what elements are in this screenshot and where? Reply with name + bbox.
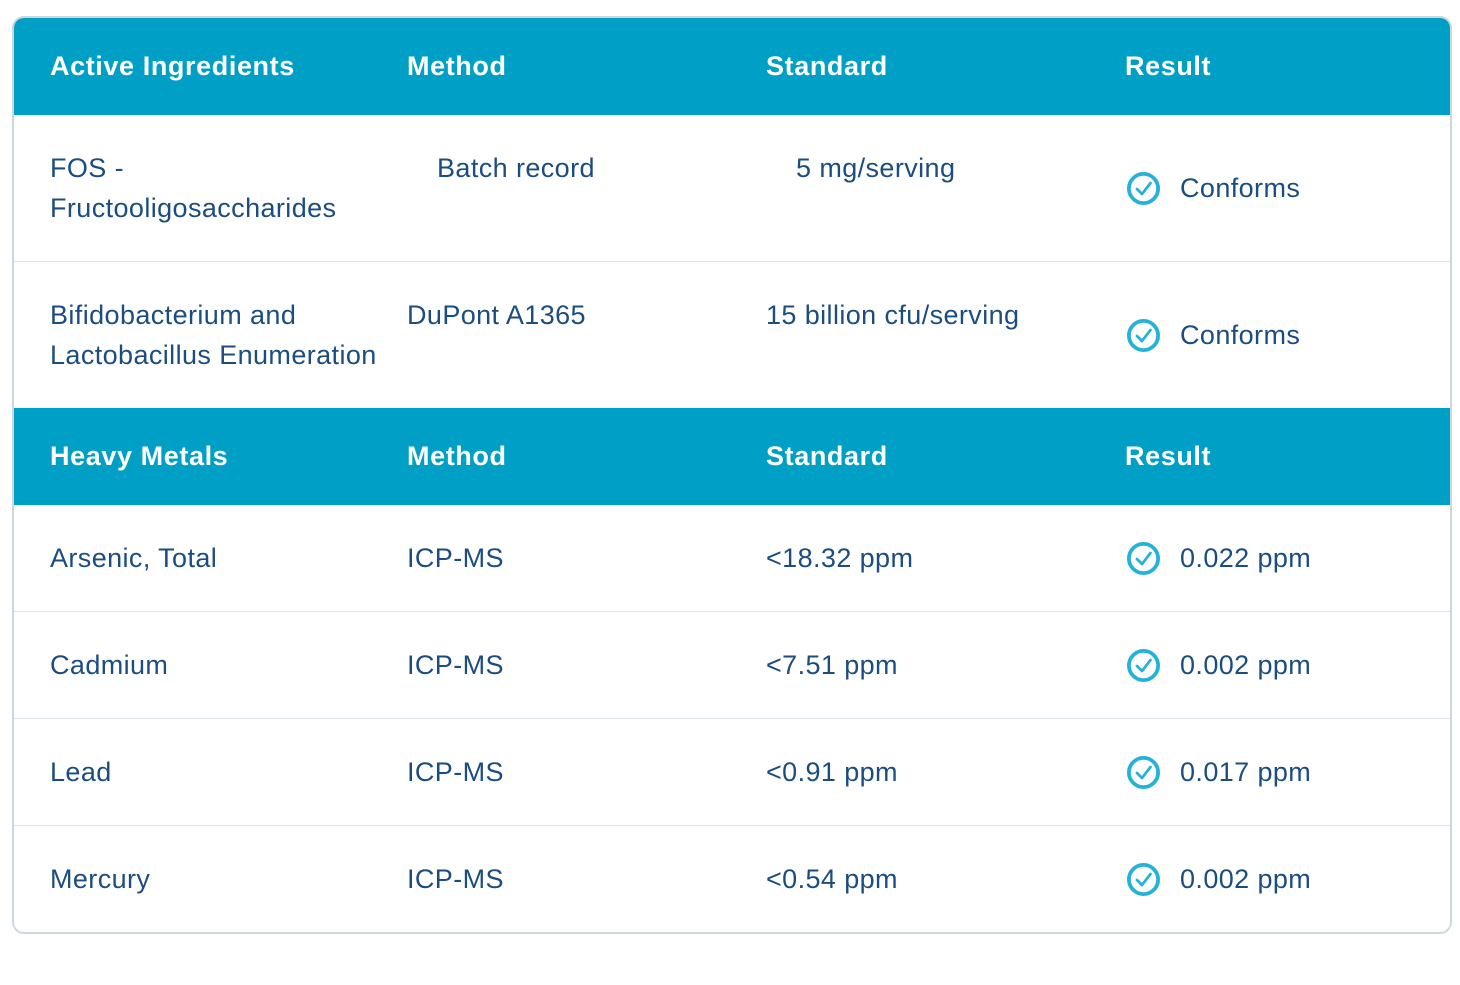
method-cell: ICP-MS: [407, 825, 766, 932]
result-text: Conforms: [1180, 320, 1301, 350]
result-value: Conforms: [1125, 168, 1430, 208]
result-text: 0.017 ppm: [1180, 757, 1312, 787]
method-cell: ICP-MS: [407, 505, 766, 612]
standard-cell: 5 mg/serving: [766, 115, 1125, 262]
column-header: Result: [1125, 408, 1450, 505]
check-circle-icon: [1126, 755, 1161, 789]
result-text: 0.002 ppm: [1180, 650, 1312, 680]
table-row: Cadmium ICP-MS <7.51 ppm 0.002 ppm: [14, 611, 1450, 719]
standard-cell: 15 billion cfu/serving: [766, 261, 1125, 408]
table-row: Lead ICP-MS <0.91 ppm 0.017 ppm: [14, 718, 1450, 826]
check-circle-icon: [1126, 541, 1161, 575]
result-value: Conforms: [1125, 315, 1430, 355]
result-cell: 0.017 ppm: [1125, 718, 1450, 826]
check-circle-icon: [1126, 171, 1161, 205]
analyte-cell: Bifidobacterium and Lactobacillus Enumer…: [14, 261, 407, 408]
method-cell: ICP-MS: [407, 611, 766, 719]
result-text: 0.002 ppm: [1180, 864, 1312, 894]
column-header: Result: [1125, 18, 1450, 115]
result-cell: 0.002 ppm: [1125, 825, 1450, 932]
result-cell: 0.022 ppm: [1125, 505, 1450, 612]
column-header: Heavy Metals: [14, 408, 407, 505]
result-value: 0.002 ppm: [1125, 859, 1430, 899]
result-cell: Conforms: [1125, 261, 1450, 408]
analyte-cell: FOS - Fructooligosaccharides: [14, 115, 407, 262]
column-header: Standard: [766, 18, 1125, 115]
standard-cell: <7.51 ppm: [766, 611, 1125, 719]
check-circle-icon: [1126, 318, 1161, 352]
method-cell: ICP-MS: [407, 718, 766, 826]
result-text: Conforms: [1180, 173, 1301, 203]
analyte-cell: Lead: [14, 718, 407, 826]
result-cell: Conforms: [1125, 115, 1450, 262]
certificate-of-analysis-table: Active Ingredients Method Standard Result FO…: [14, 18, 1450, 932]
analyte-cell: Arsenic, Total: [14, 505, 407, 612]
section-header-row: Active Ingredients Method Standard Result: [14, 18, 1450, 115]
result-value: 0.002 ppm: [1125, 645, 1430, 685]
analyte-cell: Cadmium: [14, 611, 407, 719]
section-header-row: Heavy Metals Method Standard Result: [14, 408, 1450, 505]
standard-cell: <18.32 ppm: [766, 505, 1125, 612]
table-row: FOS - Fructooligosaccharides Batch record…: [14, 115, 1450, 262]
table-row: Arsenic, Total ICP-MS <18.32 ppm 0.022 ppm: [14, 505, 1450, 612]
result-value: 0.017 ppm: [1125, 752, 1430, 792]
standard-cell: <0.91 ppm: [766, 718, 1125, 826]
column-header: Active Ingredients: [14, 18, 407, 115]
result-text: 0.022 ppm: [1180, 543, 1312, 573]
result-cell: 0.002 ppm: [1125, 611, 1450, 719]
method-cell: Batch record: [407, 115, 766, 262]
table-row: Bifidobacterium and Lactobacillus Enumer…: [14, 261, 1450, 408]
method-cell: DuPont A1365: [407, 261, 766, 408]
column-header: Standard: [766, 408, 1125, 505]
analyte-cell: Mercury: [14, 825, 407, 932]
check-circle-icon: [1126, 648, 1161, 682]
result-value: 0.022 ppm: [1125, 538, 1430, 578]
certificate-of-analysis-table-card: Active Ingredients Method Standard Result FO…: [12, 16, 1452, 934]
column-header: Method: [407, 408, 766, 505]
standard-cell: <0.54 ppm: [766, 825, 1125, 932]
check-circle-icon: [1126, 862, 1161, 896]
table-row: Mercury ICP-MS <0.54 ppm 0.002 ppm: [14, 825, 1450, 932]
column-header: Method: [407, 18, 766, 115]
